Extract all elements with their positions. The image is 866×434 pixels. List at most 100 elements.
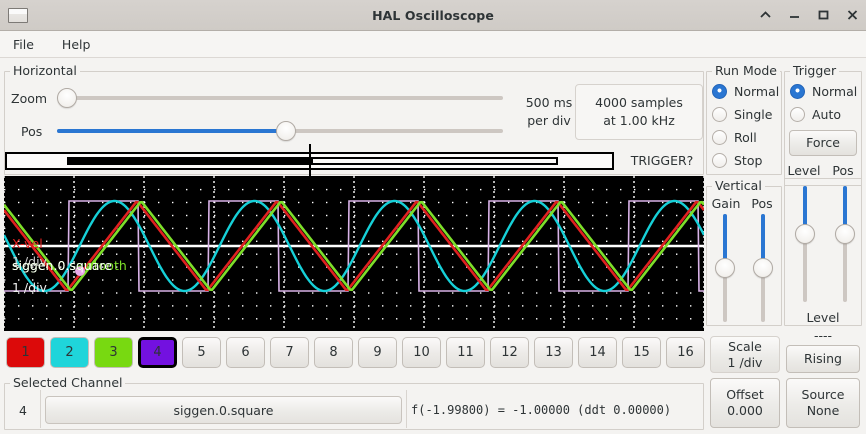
run-mode-option-stop[interactable]: Stop (712, 153, 762, 168)
zoom-slider-track[interactable] (57, 96, 503, 100)
channel-button-label: 7 (285, 345, 294, 360)
channel-button-2[interactable]: 2 (50, 337, 89, 368)
trigger-edge-button[interactable]: Rising (786, 345, 860, 373)
trigger-level-slider[interactable] (795, 186, 815, 302)
timebase-value: 500 ms (525, 94, 573, 110)
vertical-pos-slider[interactable] (753, 214, 773, 322)
run-mode-label-stop: Stop (734, 153, 763, 168)
shade-button[interactable] (758, 7, 773, 23)
channel-button-label: 13 (545, 345, 562, 360)
run-mode-label-roll: Roll (734, 130, 757, 145)
menu-item-file[interactable]: File (13, 36, 34, 52)
selected-channel-number: 4 (19, 402, 27, 418)
channel-2-trace (4, 199, 704, 293)
trigger-level-value: ---- (813, 328, 833, 343)
vertical-group-label: Vertical (712, 178, 765, 193)
channel-button-14[interactable]: 14 (578, 337, 617, 368)
minimize-button[interactable] (787, 7, 802, 23)
vertical-offset-value: 0.000 (727, 403, 763, 418)
maximize-button[interactable] (816, 7, 831, 23)
vertical-pos-slider-handle[interactable] (753, 258, 773, 278)
horizontal-pos-slider-fill (57, 129, 286, 133)
window-icon (8, 7, 28, 23)
channel-button-label: 8 (329, 345, 338, 360)
menu-item-help[interactable]: Help (61, 36, 91, 52)
trigger-level-readout: Level ---- (786, 310, 860, 344)
scope-canvas[interactable] (4, 176, 704, 331)
horizontal-group-label: Horizontal (10, 63, 80, 78)
trigger-group: Trigger (784, 63, 862, 186)
sample-count: 4000 samples (595, 94, 683, 110)
run-mode-option-normal[interactable]: Normal (712, 84, 779, 99)
trigger-status-text: TRIGGER? (630, 152, 694, 168)
radio-icon[interactable] (712, 84, 727, 99)
scope-label-div-2: 1 /div (12, 280, 47, 295)
selected-channel-group: Selected Channel (4, 375, 704, 430)
trigger-pos-slider-handle[interactable] (835, 224, 855, 244)
radio-icon[interactable] (790, 84, 805, 99)
position-bar-filled (67, 157, 311, 165)
trigger-pos-slider-track[interactable] (843, 186, 847, 302)
trigger-level-slider-track[interactable] (803, 186, 807, 302)
vertical-scale-value: 1 /div (727, 354, 763, 370)
channel-button-12[interactable]: 12 (490, 337, 529, 368)
trigger-option-auto[interactable]: Auto (790, 107, 841, 122)
vertical-pos-label: Pos (751, 195, 773, 211)
channel-button-label: 3 (109, 345, 118, 360)
run-mode-label-single: Single (734, 107, 773, 122)
radio-icon[interactable] (712, 130, 727, 145)
selected-channel-signal[interactable]: siggen.0.square (45, 396, 402, 424)
trigger-sliders-frame (784, 178, 862, 326)
zoom-slider-handle[interactable] (57, 88, 77, 108)
vertical-gain-label: Gain (711, 195, 741, 211)
channel-button-label: 1 (21, 345, 30, 360)
selected-channel-readout: f(-1.99800) = -1.00000 (ddt 0.00000) (411, 403, 672, 417)
channel-button-15[interactable]: 15 (622, 337, 661, 368)
vertical-gain-slider[interactable] (715, 214, 735, 322)
vertical-offset-button[interactable]: Offset 0.000 (710, 378, 780, 428)
channel-button-10[interactable]: 10 (402, 337, 441, 368)
channel-button-4[interactable]: 4 (138, 337, 177, 368)
zoom-slider[interactable] (57, 88, 503, 108)
trigger-status: TRIGGER? (622, 152, 702, 170)
channel-button-13[interactable]: 13 (534, 337, 573, 368)
horizontal-pos-slider[interactable] (57, 121, 503, 141)
scope-cursor (75, 266, 85, 276)
radio-icon[interactable] (712, 107, 727, 122)
channel-button-11[interactable]: 11 (446, 337, 485, 368)
channel-button-1[interactable]: 1 (6, 337, 45, 368)
sample-info-readout[interactable]: 4000 samples at 1.00 kHz (575, 84, 703, 140)
trigger-option-normal[interactable]: Normal (790, 84, 857, 99)
radio-icon[interactable] (712, 153, 727, 168)
sample-rate: at 1.00 kHz (603, 113, 675, 128)
run-mode-option-roll[interactable]: Roll (712, 130, 757, 145)
channel-button-3[interactable]: 3 (94, 337, 133, 368)
trigger-level-slider-handle[interactable] (795, 224, 815, 244)
channel-button-9[interactable]: 9 (358, 337, 397, 368)
horizontal-pos-slider-handle[interactable] (276, 121, 296, 141)
pos-label: Pos (21, 124, 43, 139)
channel-button-bar: 1 2 3 4 5 6 7 8 9 10 11 12 13 14 15 16 (6, 337, 705, 368)
scope-label-div-1: 1 /div (12, 254, 47, 269)
scope-display[interactable]: X-vel 1 /div siggen.0.sawtooth siggen.0.… (4, 176, 704, 331)
channel-button-8[interactable]: 8 (314, 337, 353, 368)
channel-button-label: 14 (589, 345, 606, 360)
channel-button-5[interactable]: 5 (182, 337, 221, 368)
vertical-gain-slider-fill (723, 214, 727, 266)
trigger-pos-slider[interactable] (835, 186, 855, 302)
radio-icon[interactable] (790, 107, 805, 122)
trigger-source-title: Source (801, 387, 845, 403)
vertical-gain-slider-handle[interactable] (715, 258, 735, 278)
readout-divider (406, 390, 407, 428)
channel-button-label: 10 (413, 345, 430, 360)
channel-button-label: 2 (65, 345, 74, 360)
vertical-scale-button[interactable]: Scale 1 /div (710, 336, 780, 373)
channel-button-16[interactable]: 16 (666, 337, 705, 368)
channel-button-6[interactable]: 6 (226, 337, 265, 368)
run-mode-option-single[interactable]: Single (712, 107, 772, 122)
channel-button-label: 4 (153, 345, 162, 360)
close-button[interactable] (845, 7, 860, 23)
trigger-source-button[interactable]: Source None (786, 378, 860, 428)
channel-button-7[interactable]: 7 (270, 337, 309, 368)
force-trigger-button[interactable]: Force (789, 130, 857, 156)
